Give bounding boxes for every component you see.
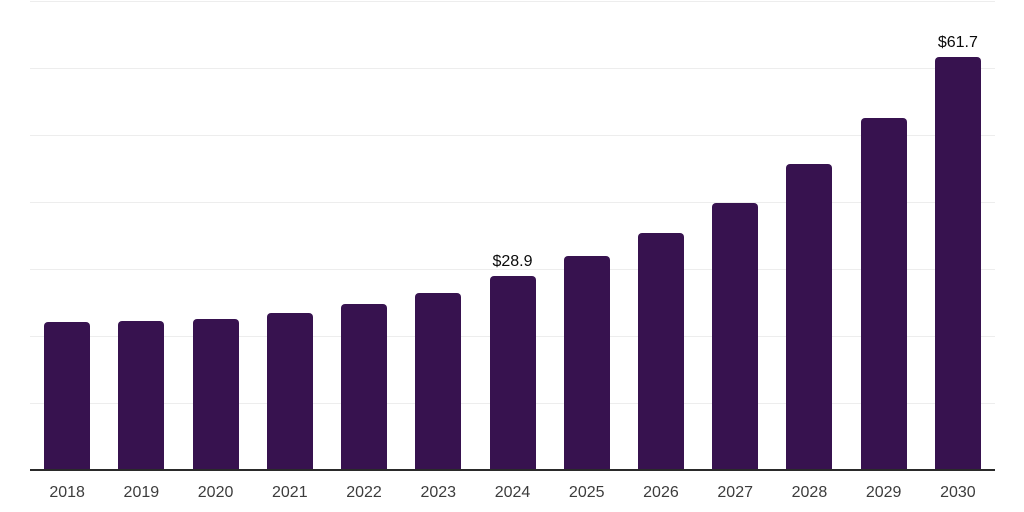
bar-2019: [118, 321, 165, 470]
bar-2024: [489, 276, 536, 470]
x-axis-line: [30, 469, 995, 471]
bar-2023: [415, 293, 462, 470]
x-tick-label-2025: 2025: [568, 484, 605, 501]
x-tick-label-2018: 2018: [49, 484, 85, 501]
gridline: [30, 1, 995, 2]
x-tick-label-2026: 2026: [643, 484, 679, 501]
bar-2025: [563, 256, 610, 470]
x-tick-label-2030: 2030: [940, 484, 976, 501]
bar-2030: [934, 56, 981, 470]
bar-2028: [786, 164, 833, 470]
x-tick-label-2022: 2022: [346, 484, 382, 501]
x-tick-label-2024: 2024: [494, 484, 531, 501]
x-tick-label-2020: 2020: [197, 484, 234, 501]
x-tick-label-2021: 2021: [272, 484, 308, 501]
gridline: [30, 269, 995, 270]
bar-2020: [192, 319, 239, 470]
bar-value-label-2030: $61.7: [937, 33, 978, 51]
x-tick-label-2029: 2029: [865, 484, 902, 501]
x-tick-label-2023: 2023: [420, 484, 457, 501]
gridline: [30, 68, 995, 69]
bar-2029: [860, 118, 907, 470]
x-tick-label-2028: 2028: [791, 484, 828, 501]
gridline: [30, 135, 995, 136]
gridline: [30, 202, 995, 203]
bar-2022: [341, 303, 388, 470]
bar-2021: [266, 312, 313, 470]
bar-2027: [712, 203, 759, 470]
bar-2018: [44, 321, 91, 470]
x-tick-label-2027: 2027: [717, 484, 753, 501]
bar-value-label-2024: $28.9: [492, 253, 533, 271]
x-tick-label-2019: 2019: [123, 484, 160, 501]
bar-2026: [637, 233, 684, 470]
